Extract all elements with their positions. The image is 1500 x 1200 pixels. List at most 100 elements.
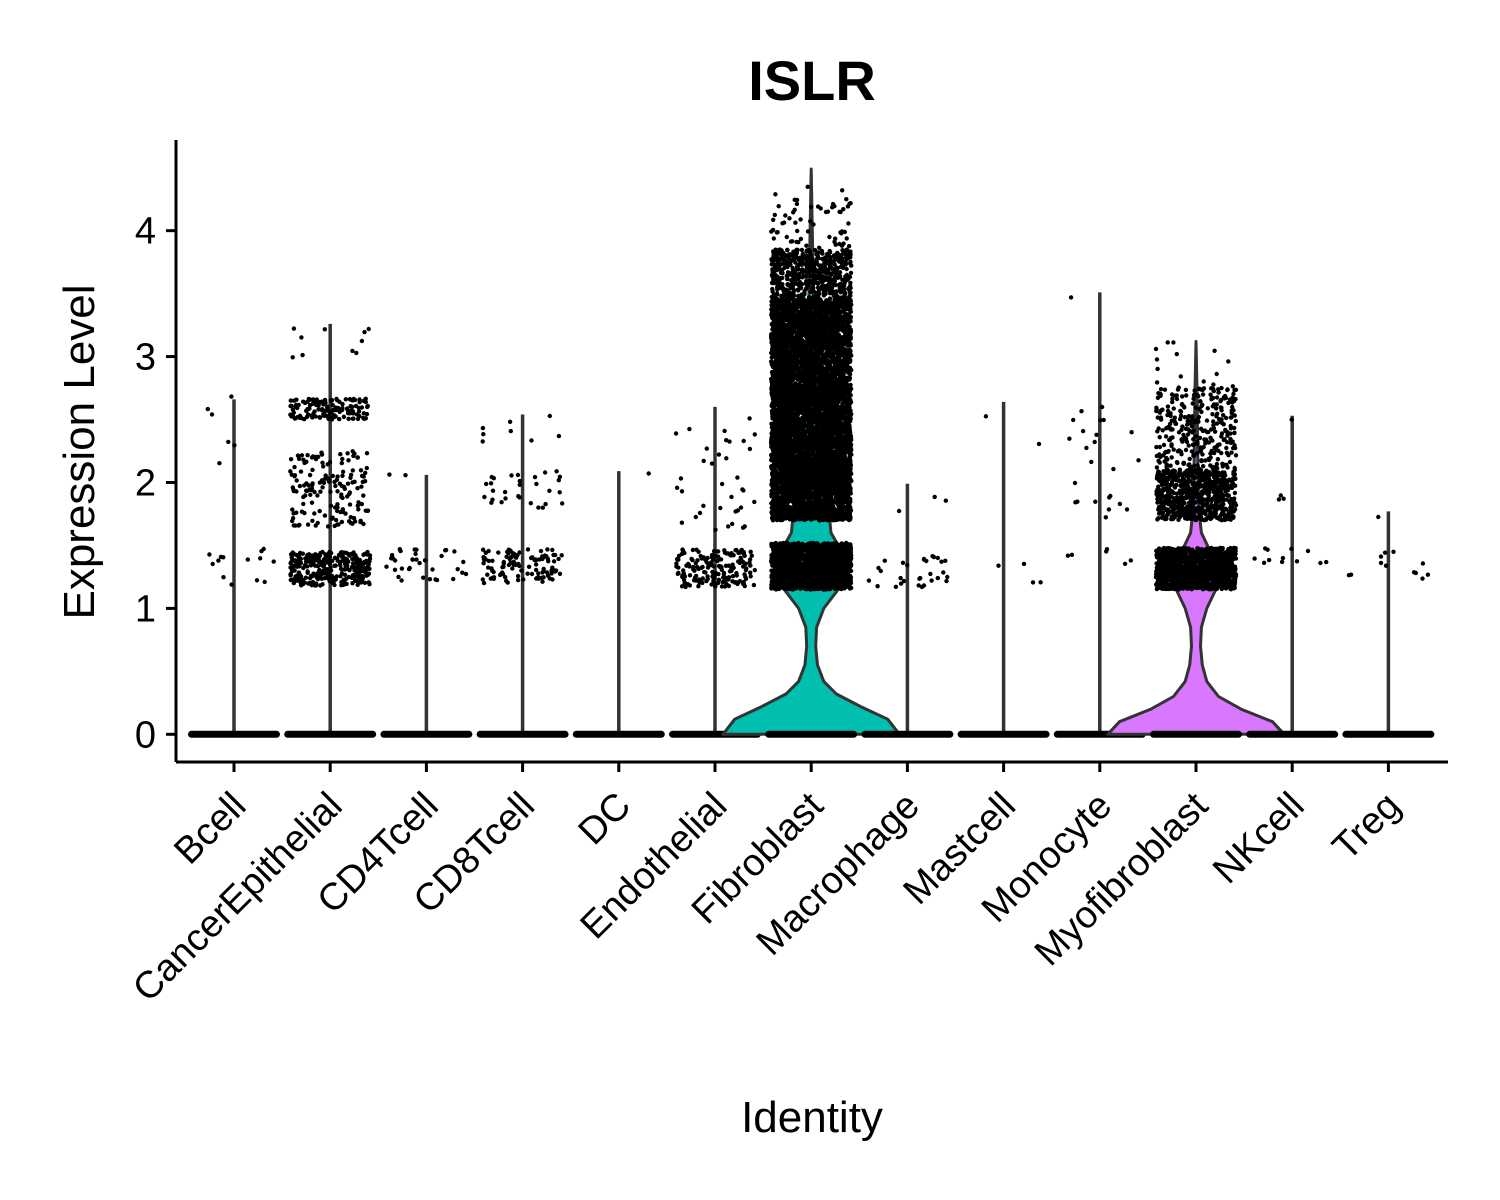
data-point — [675, 556, 681, 562]
data-point — [713, 553, 718, 558]
zero-points-bcell — [188, 730, 280, 738]
data-point — [481, 432, 486, 437]
data-point — [849, 553, 854, 558]
data-point — [312, 583, 318, 588]
violin-group-cd8tcell — [476, 413, 569, 738]
data-point — [722, 428, 727, 434]
data-point — [347, 502, 353, 507]
zero-points-cd8tcell — [476, 730, 569, 738]
data-point — [336, 522, 341, 527]
data-point — [427, 577, 433, 582]
data-point — [481, 554, 486, 560]
data-point — [330, 402, 335, 408]
data-point — [748, 563, 753, 568]
data-point — [337, 416, 342, 422]
data-point — [674, 485, 680, 490]
violin-group-fibroblast — [721, 167, 901, 738]
data-point — [312, 409, 317, 414]
data-point — [363, 470, 368, 476]
data-point — [544, 570, 550, 575]
data-point — [730, 574, 736, 579]
data-point — [290, 507, 295, 512]
data-point — [488, 481, 494, 486]
data-point — [310, 454, 316, 459]
data-point — [303, 493, 308, 498]
data-point — [327, 567, 332, 573]
data-point — [319, 399, 324, 404]
data-point — [740, 525, 746, 530]
data-point — [678, 476, 684, 481]
data-point — [547, 488, 552, 493]
data-point — [738, 555, 743, 560]
data-point — [315, 520, 320, 526]
data-point — [345, 566, 350, 571]
data-point — [769, 543, 774, 548]
data-point — [305, 522, 311, 527]
data-point — [348, 404, 353, 409]
data-point — [829, 566, 834, 571]
data-point — [516, 561, 521, 567]
data-point — [433, 577, 438, 582]
data-point — [519, 568, 524, 573]
data-point — [392, 567, 398, 572]
data-point — [341, 414, 347, 419]
data-point — [496, 550, 501, 555]
data-point — [352, 479, 357, 484]
data-point — [836, 550, 841, 555]
data-point — [505, 580, 510, 585]
data-point — [529, 571, 535, 577]
data-point — [333, 563, 338, 568]
data-point — [358, 563, 364, 569]
data-point — [303, 575, 309, 580]
data-point — [500, 570, 505, 575]
data-point — [355, 582, 360, 587]
data-point — [727, 569, 733, 574]
data-point — [294, 489, 299, 494]
data-point — [679, 520, 685, 525]
data-point — [288, 457, 294, 462]
data-point — [304, 459, 309, 464]
data-point — [816, 574, 821, 579]
data-point — [333, 408, 338, 413]
data-point — [356, 409, 362, 414]
data-point — [784, 575, 790, 580]
data-point — [540, 570, 545, 575]
data-point — [359, 501, 364, 507]
data-point — [288, 469, 293, 474]
points-cancerepithelial — [288, 326, 373, 588]
data-point — [291, 523, 296, 528]
data-point — [811, 570, 816, 576]
data-point — [793, 563, 798, 568]
data-point — [826, 552, 831, 557]
data-point — [209, 412, 215, 417]
data-point — [510, 550, 515, 556]
data-point — [350, 398, 355, 403]
data-point — [552, 552, 558, 558]
data-point — [711, 549, 717, 554]
data-point — [721, 575, 726, 580]
data-point — [840, 583, 846, 588]
data-point — [509, 473, 514, 478]
data-point — [359, 338, 365, 344]
data-point — [365, 549, 370, 555]
data-point — [806, 541, 811, 547]
data-point — [361, 493, 366, 498]
data-point — [719, 567, 724, 572]
data-point — [329, 398, 335, 403]
data-point — [499, 500, 504, 505]
data-point — [339, 567, 345, 572]
data-point — [359, 484, 364, 489]
data-point — [363, 508, 368, 513]
data-point — [735, 475, 740, 480]
data-point — [790, 578, 795, 583]
data-point — [343, 397, 348, 402]
data-point — [452, 549, 457, 554]
data-point — [313, 414, 318, 419]
data-point — [353, 553, 358, 558]
data-point — [403, 473, 408, 478]
data-point — [305, 570, 310, 575]
data-point — [822, 571, 828, 576]
data-point — [221, 555, 226, 560]
data-point — [315, 576, 320, 581]
data-point — [319, 450, 324, 455]
